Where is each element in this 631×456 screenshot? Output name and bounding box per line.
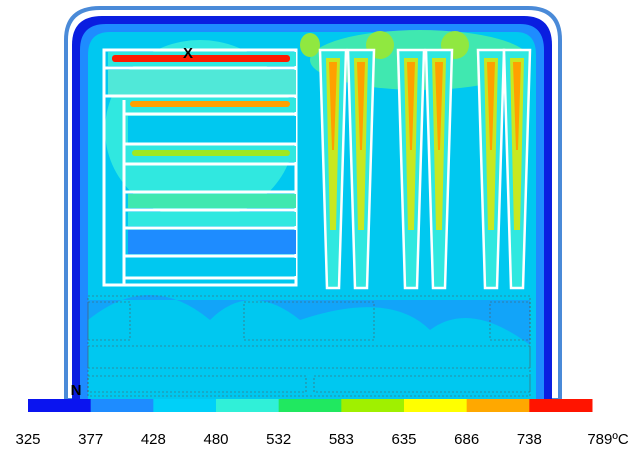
colorbar-segment xyxy=(28,399,91,412)
colorbar-label: 583 xyxy=(329,431,354,448)
colorbar: 325 377 428 480 532 583 635 686 738 789ºC xyxy=(15,399,628,448)
colorbar-segment xyxy=(91,399,154,412)
colorbar-segment xyxy=(467,399,530,412)
colorbar-label: 325 xyxy=(15,431,40,448)
colorbar-segment xyxy=(216,399,279,412)
colorbar-label: 738 xyxy=(517,431,542,448)
colorbar-segment xyxy=(153,399,216,412)
colorbar-label: 480 xyxy=(203,431,228,448)
colorbar-label: 635 xyxy=(391,431,416,448)
colorbar-label: 789ºC xyxy=(587,431,629,448)
temperature-field: X N xyxy=(66,8,560,400)
figure: X N 325 377 428 480 532 583 635 686 738 789ºC xyxy=(0,0,631,456)
colorbar-segment xyxy=(279,399,342,412)
colorbar-label: 428 xyxy=(141,431,166,448)
colorbar-label: 532 xyxy=(266,431,291,448)
colorbar-segment xyxy=(341,399,404,412)
colorbar-segment xyxy=(404,399,467,412)
marker-label: N xyxy=(71,382,82,399)
colorbar-label: 377 xyxy=(78,431,103,448)
colorbar-segment xyxy=(529,399,592,412)
colorbar-label: 686 xyxy=(454,431,479,448)
marker-label: X xyxy=(183,45,193,62)
